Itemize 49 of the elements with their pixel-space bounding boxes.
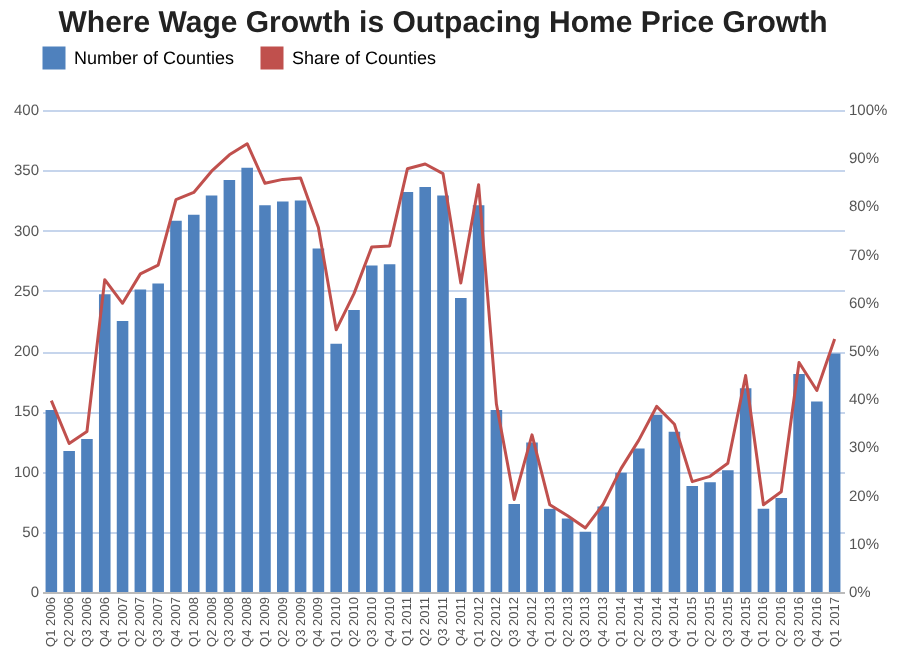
bar	[45, 410, 58, 592]
bar	[615, 472, 627, 592]
bar	[650, 414, 663, 592]
bar	[490, 410, 503, 592]
bar	[134, 289, 147, 592]
legend-label: Number of Counties	[74, 48, 236, 68]
legend-label: Share of Counties	[292, 48, 438, 68]
bar	[722, 470, 734, 592]
bar	[205, 195, 218, 592]
bar	[508, 504, 520, 592]
bar	[526, 442, 538, 592]
bar	[348, 310, 360, 592]
line-series	[49, 142, 837, 530]
bar	[259, 205, 271, 592]
bar	[401, 191, 414, 592]
bar	[704, 482, 716, 592]
bar	[330, 343, 342, 592]
bar	[223, 179, 236, 592]
bar	[455, 297, 467, 592]
bar	[116, 320, 129, 592]
chart-title: Where Wage Growth is Outpacing Home Price Growth	[58, 6, 828, 40]
bar	[828, 353, 841, 592]
bar	[419, 187, 431, 592]
bar	[187, 214, 200, 592]
bar	[98, 294, 111, 592]
bar	[472, 205, 485, 592]
bar	[170, 220, 182, 592]
bar	[757, 508, 770, 592]
bar	[366, 265, 378, 592]
bar	[152, 283, 164, 592]
bar	[437, 195, 449, 592]
bar	[294, 200, 307, 592]
bar	[241, 167, 253, 592]
bar	[686, 485, 699, 592]
bar	[81, 438, 93, 592]
bar	[597, 506, 610, 592]
bar	[775, 498, 788, 592]
bar	[561, 518, 574, 592]
bar	[276, 201, 289, 592]
bar	[633, 448, 645, 592]
bar	[63, 451, 75, 592]
bar	[739, 388, 752, 592]
bar	[811, 401, 823, 592]
bar	[544, 508, 556, 592]
bar	[579, 531, 592, 592]
bar	[668, 431, 681, 592]
bar	[793, 373, 805, 592]
bar	[383, 264, 396, 592]
bar	[312, 248, 325, 592]
